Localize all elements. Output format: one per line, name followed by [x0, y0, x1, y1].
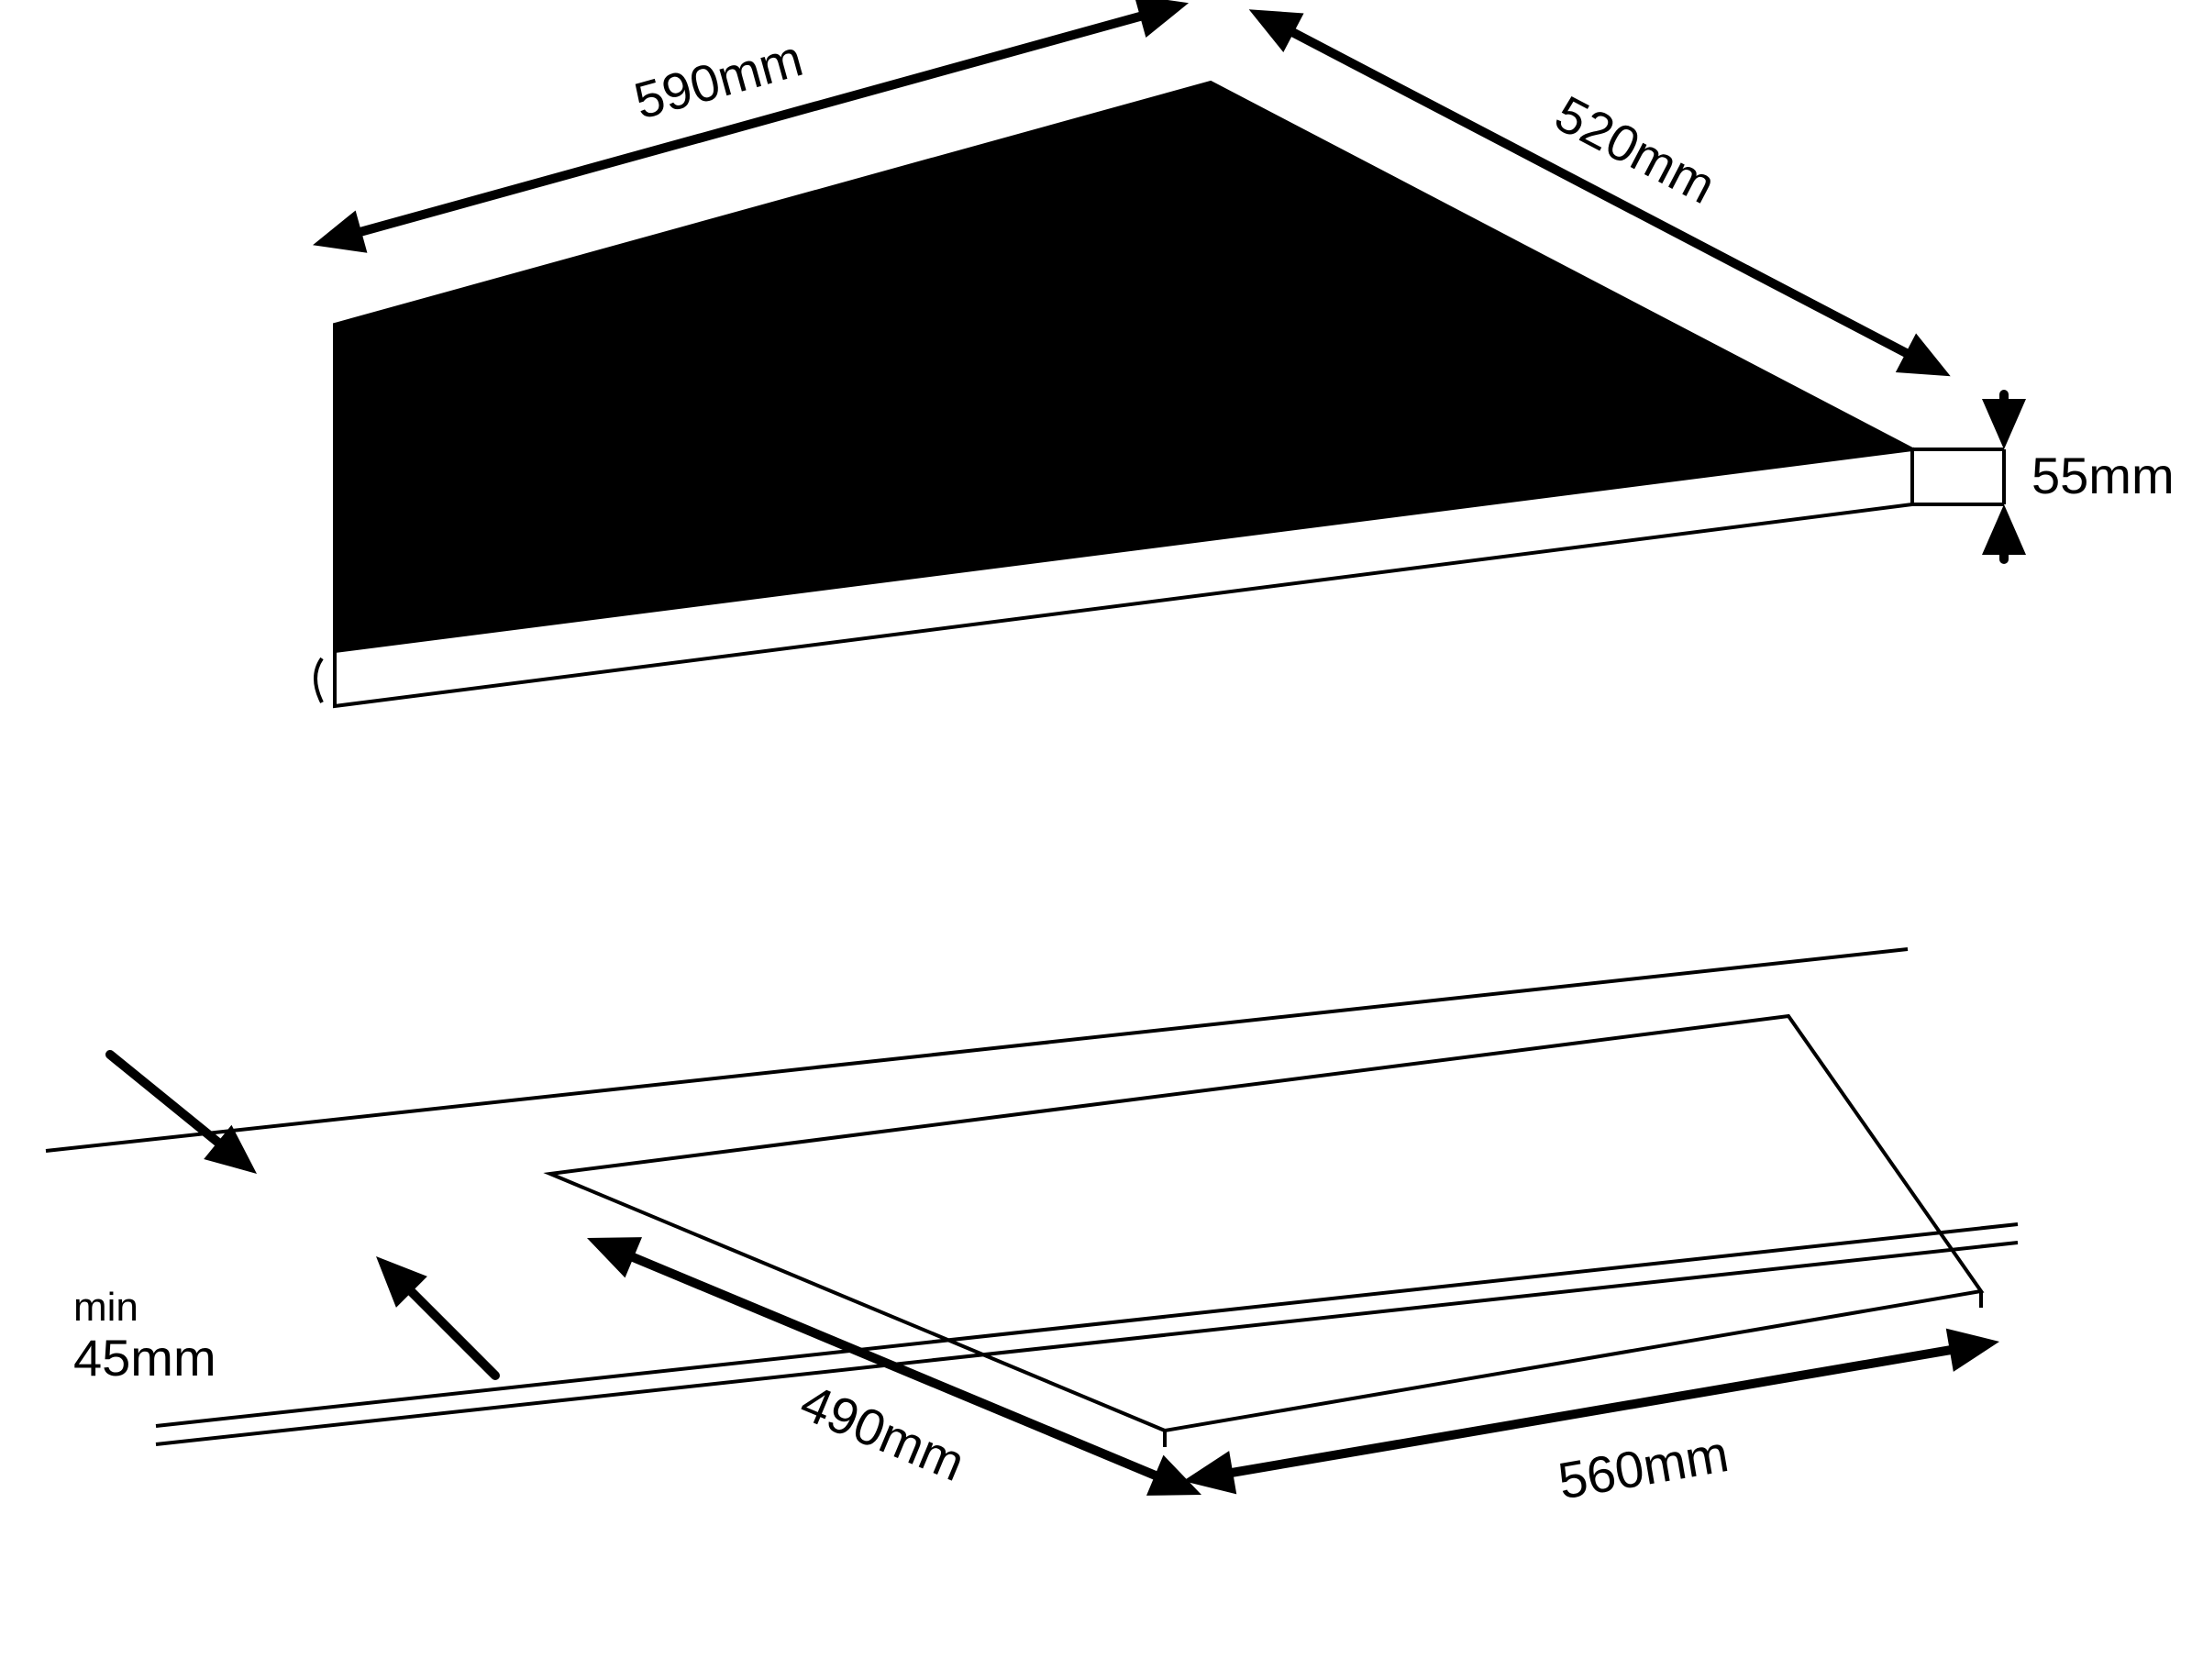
dim-label-gap-min: min	[73, 1285, 138, 1330]
dim-label-hob-height: 55mm	[2031, 447, 2175, 504]
cooktop-dimension-diagram: 590mm520mm55mm490mm560mmmin45mm	[0, 0, 2203, 1680]
dim-label-gap-value: 45mm	[73, 1329, 216, 1387]
